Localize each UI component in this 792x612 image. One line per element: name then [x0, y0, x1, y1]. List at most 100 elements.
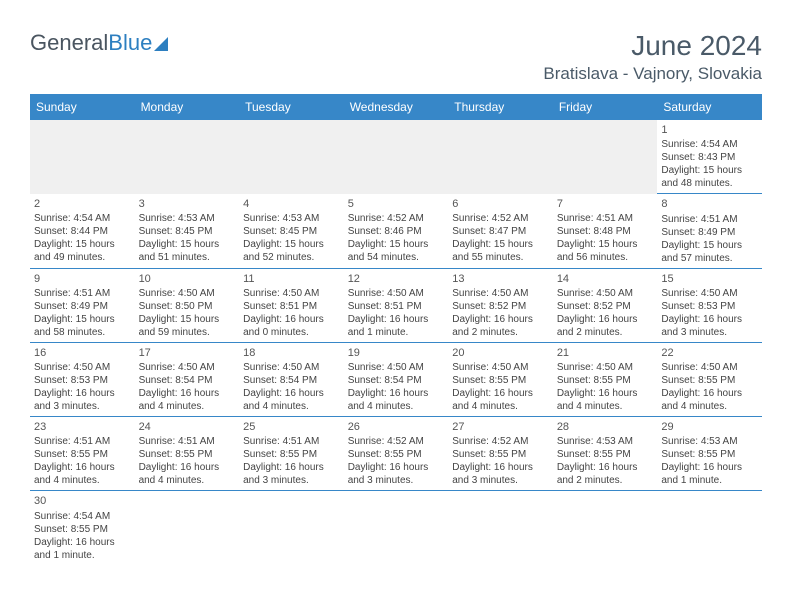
day-number: 8 [661, 197, 758, 211]
day-number: 30 [34, 494, 131, 508]
sunset-text: Sunset: 8:49 PM [661, 226, 758, 239]
sunset-text: Sunset: 8:55 PM [34, 523, 131, 536]
day-number: 5 [348, 197, 445, 211]
day-number: 11 [243, 272, 340, 286]
day-cell: 7Sunrise: 4:51 AMSunset: 8:48 PMDaylight… [553, 194, 658, 268]
sunrise-text: Sunrise: 4:53 AM [557, 435, 654, 448]
weekday-header: Thursday [448, 94, 553, 120]
day-number: 1 [661, 123, 758, 137]
logo-blue-text: Blue [108, 30, 152, 56]
sunrise-text: Sunrise: 4:50 AM [243, 361, 340, 374]
sunrise-text: Sunrise: 4:50 AM [557, 361, 654, 374]
day-number: 4 [243, 197, 340, 211]
daylight-text: Daylight: 15 hours and 49 minutes. [34, 238, 131, 264]
header: GeneralBlue June 2024 Bratislava - Vajno… [30, 30, 762, 84]
day-number: 9 [34, 272, 131, 286]
day-cell: 17Sunrise: 4:50 AMSunset: 8:54 PMDayligh… [135, 342, 240, 416]
sunrise-text: Sunrise: 4:50 AM [557, 287, 654, 300]
sunrise-text: Sunrise: 4:51 AM [557, 212, 654, 225]
sunset-text: Sunset: 8:55 PM [348, 448, 445, 461]
header-right: June 2024 Bratislava - Vajnory, Slovakia [543, 30, 762, 84]
sunset-text: Sunset: 8:55 PM [557, 448, 654, 461]
sunset-text: Sunset: 8:55 PM [139, 448, 236, 461]
sunset-text: Sunset: 8:49 PM [34, 300, 131, 313]
sunset-text: Sunset: 8:52 PM [452, 300, 549, 313]
day-cell: 19Sunrise: 4:50 AMSunset: 8:54 PMDayligh… [344, 342, 449, 416]
day-cell: 18Sunrise: 4:50 AMSunset: 8:54 PMDayligh… [239, 342, 344, 416]
sunset-text: Sunset: 8:48 PM [557, 225, 654, 238]
sunset-text: Sunset: 8:47 PM [452, 225, 549, 238]
daylight-text: Daylight: 15 hours and 57 minutes. [661, 239, 758, 265]
day-number: 16 [34, 346, 131, 360]
sunrise-text: Sunrise: 4:54 AM [34, 212, 131, 225]
sunrise-text: Sunrise: 4:54 AM [34, 510, 131, 523]
day-cell: 30Sunrise: 4:54 AMSunset: 8:55 PMDayligh… [30, 491, 135, 565]
day-number: 10 [139, 272, 236, 286]
sunrise-text: Sunrise: 4:51 AM [34, 435, 131, 448]
day-cell: 9Sunrise: 4:51 AMSunset: 8:49 PMDaylight… [30, 268, 135, 342]
day-cell: 21Sunrise: 4:50 AMSunset: 8:55 PMDayligh… [553, 342, 658, 416]
empty-cell [239, 491, 344, 565]
sunrise-text: Sunrise: 4:50 AM [452, 287, 549, 300]
logo-blue: Blue [108, 30, 168, 56]
day-number: 24 [139, 420, 236, 434]
calendar-row: 9Sunrise: 4:51 AMSunset: 8:49 PMDaylight… [30, 268, 762, 342]
sunset-text: Sunset: 8:45 PM [139, 225, 236, 238]
sunset-text: Sunset: 8:55 PM [452, 374, 549, 387]
day-cell: 16Sunrise: 4:50 AMSunset: 8:53 PMDayligh… [30, 342, 135, 416]
day-cell: 25Sunrise: 4:51 AMSunset: 8:55 PMDayligh… [239, 417, 344, 491]
day-number: 29 [661, 420, 758, 434]
sunset-text: Sunset: 8:55 PM [243, 448, 340, 461]
sunrise-text: Sunrise: 4:50 AM [139, 361, 236, 374]
sunset-text: Sunset: 8:55 PM [557, 374, 654, 387]
day-number: 17 [139, 346, 236, 360]
calendar-row: 30Sunrise: 4:54 AMSunset: 8:55 PMDayligh… [30, 491, 762, 565]
day-cell: 14Sunrise: 4:50 AMSunset: 8:52 PMDayligh… [553, 268, 658, 342]
day-number: 22 [661, 346, 758, 360]
day-number: 23 [34, 420, 131, 434]
sunset-text: Sunset: 8:43 PM [661, 151, 758, 164]
sunrise-text: Sunrise: 4:54 AM [661, 138, 758, 151]
day-cell: 13Sunrise: 4:50 AMSunset: 8:52 PMDayligh… [448, 268, 553, 342]
daylight-text: Daylight: 16 hours and 4 minutes. [139, 387, 236, 413]
day-cell: 29Sunrise: 4:53 AMSunset: 8:55 PMDayligh… [657, 417, 762, 491]
day-cell: 22Sunrise: 4:50 AMSunset: 8:55 PMDayligh… [657, 342, 762, 416]
filler-cell [344, 120, 449, 194]
sunset-text: Sunset: 8:54 PM [139, 374, 236, 387]
day-cell: 27Sunrise: 4:52 AMSunset: 8:55 PMDayligh… [448, 417, 553, 491]
day-cell: 6Sunrise: 4:52 AMSunset: 8:47 PMDaylight… [448, 194, 553, 268]
sunset-text: Sunset: 8:50 PM [139, 300, 236, 313]
empty-cell [135, 491, 240, 565]
empty-cell [657, 491, 762, 565]
day-number: 21 [557, 346, 654, 360]
day-cell: 5Sunrise: 4:52 AMSunset: 8:46 PMDaylight… [344, 194, 449, 268]
filler-cell [30, 120, 135, 194]
sunset-text: Sunset: 8:55 PM [661, 374, 758, 387]
daylight-text: Daylight: 15 hours and 56 minutes. [557, 238, 654, 264]
day-cell: 11Sunrise: 4:50 AMSunset: 8:51 PMDayligh… [239, 268, 344, 342]
sunrise-text: Sunrise: 4:50 AM [348, 287, 445, 300]
filler-cell [448, 120, 553, 194]
filler-cell [135, 120, 240, 194]
calendar-table: SundayMondayTuesdayWednesdayThursdayFrid… [30, 94, 762, 565]
sunset-text: Sunset: 8:52 PM [557, 300, 654, 313]
sunset-text: Sunset: 8:53 PM [661, 300, 758, 313]
sunrise-text: Sunrise: 4:52 AM [348, 435, 445, 448]
sunset-text: Sunset: 8:46 PM [348, 225, 445, 238]
sunset-text: Sunset: 8:44 PM [34, 225, 131, 238]
day-number: 20 [452, 346, 549, 360]
sunrise-text: Sunrise: 4:50 AM [34, 361, 131, 374]
daylight-text: Daylight: 15 hours and 48 minutes. [661, 164, 758, 190]
calendar-header-row: SundayMondayTuesdayWednesdayThursdayFrid… [30, 94, 762, 120]
daylight-text: Daylight: 16 hours and 2 minutes. [452, 313, 549, 339]
daylight-text: Daylight: 16 hours and 1 minute. [661, 461, 758, 487]
day-cell: 15Sunrise: 4:50 AMSunset: 8:53 PMDayligh… [657, 268, 762, 342]
day-cell: 10Sunrise: 4:50 AMSunset: 8:50 PMDayligh… [135, 268, 240, 342]
daylight-text: Daylight: 15 hours and 55 minutes. [452, 238, 549, 264]
sunrise-text: Sunrise: 4:52 AM [348, 212, 445, 225]
sunrise-text: Sunrise: 4:53 AM [139, 212, 236, 225]
day-number: 13 [452, 272, 549, 286]
sunrise-text: Sunrise: 4:50 AM [348, 361, 445, 374]
sunset-text: Sunset: 8:51 PM [243, 300, 340, 313]
sunset-text: Sunset: 8:51 PM [348, 300, 445, 313]
